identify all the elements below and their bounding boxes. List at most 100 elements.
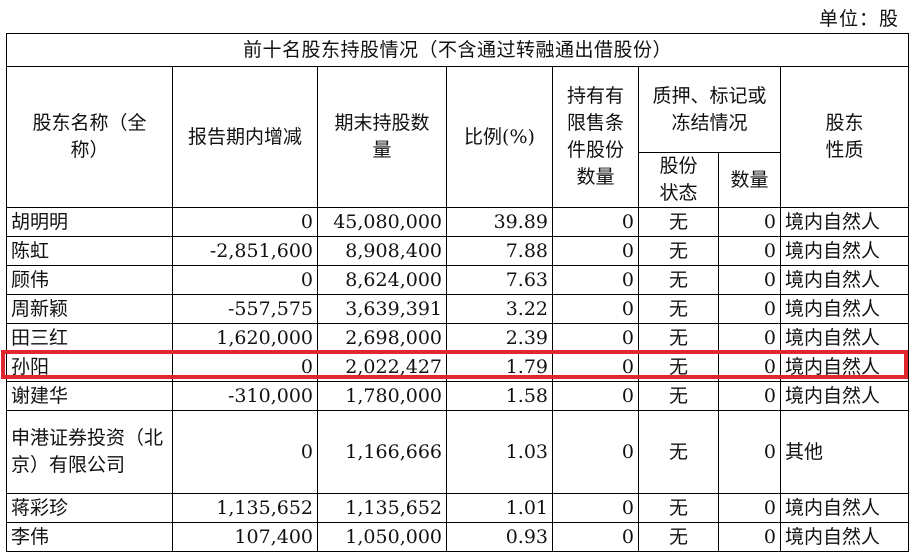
cell-nature: 境内自然人 bbox=[779, 207, 910, 237]
cell-nature: 境内自然人 bbox=[779, 381, 910, 411]
cell-pledge-status: 无 bbox=[638, 522, 719, 552]
cell-pledge-status: 无 bbox=[638, 352, 719, 382]
cell-pledge-qty: 0 bbox=[718, 381, 781, 411]
cell-end-qty: 1,166,666 bbox=[317, 410, 447, 494]
cell-ratio: 7.88 bbox=[446, 236, 553, 266]
cell-end-qty: 1,050,000 bbox=[317, 522, 447, 552]
header-row-2: 股份状态 数量 bbox=[7, 152, 909, 208]
cell-pledge-qty: 0 bbox=[718, 294, 781, 324]
cell-end-qty: 2,022,427 bbox=[317, 352, 447, 382]
cell-pledge-status: 无 bbox=[638, 207, 719, 237]
cell-restricted: 0 bbox=[552, 493, 639, 523]
cell-change: 0 bbox=[172, 265, 318, 295]
cell-ratio: 7.63 bbox=[446, 265, 553, 295]
cell-change: 0 bbox=[172, 207, 318, 237]
cell-name: 申港证券投资（北京）有限公司 bbox=[6, 410, 173, 494]
cell-nature: 境内自然人 bbox=[779, 265, 910, 295]
cell-ratio: 1.01 bbox=[446, 493, 553, 523]
cell-restricted: 0 bbox=[552, 352, 639, 382]
title-row: 前十名股东持股情况（不含通过转融通出借股份） bbox=[5, 33, 910, 67]
cell-change: -310,000 bbox=[172, 381, 318, 411]
cell-end-qty: 45,080,000 bbox=[317, 207, 447, 237]
cell-name: 蒋彩珍 bbox=[6, 493, 173, 523]
cell-change: -2,851,600 bbox=[172, 236, 318, 266]
cell-end-qty: 3,639,391 bbox=[317, 294, 447, 324]
cell-restricted: 0 bbox=[552, 294, 639, 324]
cell-name: 胡明明 bbox=[6, 207, 173, 237]
cell-nature: 其他 bbox=[779, 410, 910, 494]
table-row: 胡明明 0 45,080,000 39.89 0 无 0 境内自然人 bbox=[6, 207, 910, 237]
cell-change: 0 bbox=[172, 352, 318, 382]
cell-change: 107,400 bbox=[172, 522, 318, 552]
cell-pledge-status: 无 bbox=[638, 265, 719, 295]
cell-restricted: 0 bbox=[552, 323, 639, 353]
cell-name: 谢建华 bbox=[6, 381, 173, 411]
table-row: 李伟 107,400 1,050,000 0.93 0 无 0 境内自然人 bbox=[6, 522, 910, 552]
cell-end-qty: 8,908,400 bbox=[317, 236, 447, 266]
header-name: 股东名称（全称） bbox=[6, 66, 173, 208]
cell-pledge-qty: 0 bbox=[718, 236, 781, 266]
cell-pledge-status: 无 bbox=[638, 236, 719, 266]
cell-name: 田三红 bbox=[6, 323, 173, 353]
cell-name: 李伟 bbox=[6, 522, 173, 552]
table-row: 田三红 1,620,000 2,698,000 2.39 0 无 0 境内自然人 bbox=[6, 323, 910, 353]
cell-pledge-qty: 0 bbox=[718, 493, 781, 523]
cell-nature: 境内自然人 bbox=[779, 323, 910, 353]
header-change: 报告期内增减 bbox=[172, 66, 318, 208]
cell-restricted: 0 bbox=[552, 410, 639, 494]
cell-restricted: 0 bbox=[552, 207, 639, 237]
header-row-1: 股东名称（全称） 报告期内增减 期末持股数量 比例(%) 持有有限售条件股份数量… bbox=[6, 66, 910, 208]
cell-change: 1,620,000 bbox=[172, 323, 318, 353]
top-ten-shareholders-table: 前十名股东持股情况（不含通过转融通出借股份） 股东名称（全称） 报告期内增减 期… bbox=[5, 33, 910, 552]
cell-name: 顾伟 bbox=[6, 265, 173, 295]
cell-name: 周新颖 bbox=[6, 294, 173, 324]
cell-restricted: 0 bbox=[552, 265, 639, 295]
cell-pledge-qty: 0 bbox=[718, 207, 781, 237]
cell-nature: 境内自然人 bbox=[779, 493, 910, 523]
header-ratio: 比例(%) bbox=[446, 66, 553, 208]
header-restricted: 持有有限售条件股份数量 bbox=[552, 66, 639, 208]
table-title: 前十名股东持股情况（不含通过转融通出借股份） bbox=[5, 33, 910, 67]
cell-pledge-status: 无 bbox=[638, 381, 719, 411]
cell-change: -557,575 bbox=[172, 294, 318, 324]
table-row: 陈虹 -2,851,600 8,908,400 7.88 0 无 0 境内自然人 bbox=[6, 236, 910, 266]
table-row: 申港证券投资（北京）有限公司 0 1,166,666 1.03 0 无 0 其他 bbox=[6, 410, 910, 494]
cell-nature: 境内自然人 bbox=[779, 294, 910, 324]
cell-ratio: 1.79 bbox=[446, 352, 553, 382]
cell-end-qty: 2,698,000 bbox=[317, 323, 447, 353]
cell-restricted: 0 bbox=[552, 381, 639, 411]
header-pledge-status: 股份状态 bbox=[638, 152, 719, 208]
header-end-qty: 期末持股数量 bbox=[317, 66, 447, 208]
table-body: 前十名股东持股情况（不含通过转融通出借股份） 股东名称（全称） 报告期内增减 期… bbox=[5, 33, 910, 552]
cell-end-qty: 8,624,000 bbox=[317, 265, 447, 295]
table-row: 顾伟 0 8,624,000 7.63 0 无 0 境内自然人 bbox=[6, 265, 910, 295]
header-pledge-qty: 数量 bbox=[718, 152, 781, 208]
cell-ratio: 0.93 bbox=[446, 522, 553, 552]
unit-label: 单位：股 bbox=[818, 8, 899, 30]
cell-end-qty: 1,135,652 bbox=[317, 493, 447, 523]
cell-ratio: 2.39 bbox=[446, 323, 553, 353]
cell-ratio: 39.89 bbox=[446, 207, 553, 237]
cell-nature: 境内自然人 bbox=[779, 522, 910, 552]
cell-pledge-qty: 0 bbox=[718, 410, 781, 494]
cell-ratio: 3.22 bbox=[446, 294, 553, 324]
cell-restricted: 0 bbox=[552, 522, 639, 552]
cell-pledge-status: 无 bbox=[638, 493, 719, 523]
header-nature: 股东性质 bbox=[779, 66, 910, 208]
cell-pledge-qty: 0 bbox=[718, 522, 781, 552]
cell-pledge-status: 无 bbox=[638, 410, 719, 494]
cell-ratio: 1.03 bbox=[446, 410, 553, 494]
cell-nature: 境内自然人 bbox=[779, 352, 910, 382]
table-row: 谢建华 -310,000 1,780,000 1.58 0 无 0 境内自然人 bbox=[6, 381, 910, 411]
cell-pledge-qty: 0 bbox=[718, 352, 781, 382]
cell-ratio: 1.58 bbox=[446, 381, 553, 411]
cell-nature: 境内自然人 bbox=[779, 236, 910, 266]
cell-restricted: 0 bbox=[552, 236, 639, 266]
cell-end-qty: 1,780,000 bbox=[317, 381, 447, 411]
cell-name: 孙阳 bbox=[6, 352, 173, 382]
cell-name: 陈虹 bbox=[6, 236, 173, 266]
table-row: 周新颖 -557,575 3,639,391 3.22 0 无 0 境内自然人 bbox=[6, 294, 910, 324]
table-row: 孙阳 0 2,022,427 1.79 0 无 0 境内自然人 bbox=[6, 352, 910, 382]
cell-pledge-status: 无 bbox=[638, 323, 719, 353]
cell-pledge-qty: 0 bbox=[718, 265, 781, 295]
